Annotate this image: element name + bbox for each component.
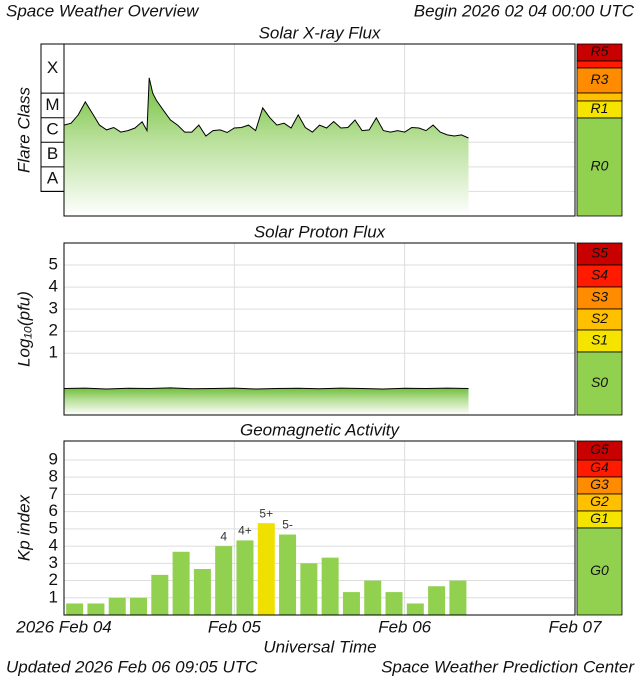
scale-label: S0 — [591, 374, 608, 390]
area — [64, 77, 469, 216]
scale-label: G1 — [590, 510, 609, 526]
scale-label: S2 — [591, 310, 608, 326]
updated: Updated 2026 Feb 06 09:05 UTC — [6, 657, 258, 676]
scale-segment — [576, 117, 623, 217]
bar — [279, 534, 297, 615]
y-tick-label: 9 — [49, 449, 58, 468]
bar — [193, 569, 211, 615]
bar — [300, 563, 318, 615]
scale-label: G4 — [590, 459, 609, 475]
value-label: 5- — [282, 518, 293, 532]
y-tick-label: 5 — [49, 255, 58, 274]
scale-label: G0 — [590, 562, 609, 578]
x-axis-label: Universal Time — [263, 637, 376, 656]
value-label: 4 — [220, 529, 227, 543]
y-tick-label: 2 — [49, 321, 58, 340]
y-tick-label: X — [47, 58, 58, 77]
scale-label: S5 — [591, 245, 608, 261]
y-tick-label: 2 — [49, 570, 58, 589]
scale-segment — [576, 527, 623, 616]
y-tick-label: 8 — [49, 467, 58, 486]
y-axis-label: Flare Class — [14, 87, 33, 173]
plot-frame — [63, 242, 576, 416]
scale-label: G2 — [590, 493, 609, 509]
bar — [342, 592, 360, 615]
y-tick-label: 4 — [49, 277, 58, 296]
panel-title: Solar Proton Flux — [254, 222, 386, 241]
x-tick-label: Feb 07 — [549, 617, 602, 636]
line — [63, 387, 469, 390]
scale-label: R5 — [591, 43, 609, 59]
scale-label: R1 — [591, 100, 609, 116]
scale-segment — [576, 60, 623, 69]
plot-frame — [63, 440, 576, 616]
bar — [428, 586, 446, 615]
bar — [66, 603, 84, 615]
y-tick-label: 7 — [49, 484, 58, 503]
bar — [321, 557, 339, 615]
y-tick-label: C — [46, 119, 58, 138]
bar — [151, 574, 169, 615]
scale-segment — [576, 351, 623, 416]
y-tick-label: A — [47, 169, 59, 188]
scale-label: R0 — [591, 158, 609, 174]
bar — [236, 540, 254, 615]
y-tick-label: 1 — [49, 587, 58, 606]
y-tick-label: 4 — [49, 536, 58, 555]
y-axis-label: Kp index — [14, 494, 33, 561]
x-tick-label: 2026 Feb 04 — [15, 617, 111, 636]
bar — [108, 597, 126, 615]
y-tick-label: 3 — [49, 299, 58, 318]
line — [63, 77, 469, 139]
scale-label: S3 — [591, 289, 608, 305]
y-tick-label: 6 — [49, 501, 58, 520]
bar — [87, 603, 105, 615]
scale-label: S4 — [591, 267, 608, 283]
credit: Space Weather Prediction Center — [381, 657, 635, 676]
panel-title: Solar X-ray Flux — [259, 23, 381, 42]
x-tick-label: Feb 06 — [378, 617, 431, 636]
begin-time: Begin 2026 02 04 00:00 UTC — [414, 1, 635, 20]
scale-label: G3 — [590, 476, 609, 492]
bar — [257, 523, 275, 615]
bar — [449, 580, 467, 615]
scale-label: S1 — [591, 332, 608, 348]
y-tick-label: M — [45, 95, 59, 114]
y-tick-label: B — [47, 144, 58, 163]
plot-frame — [63, 43, 576, 217]
bar — [364, 580, 382, 615]
scale-label: G5 — [590, 441, 609, 457]
bar — [215, 546, 233, 615]
x-tick-label: Feb 05 — [208, 617, 261, 636]
bar — [172, 551, 190, 615]
value-label: 4+ — [238, 524, 252, 538]
y-tick-label: 5 — [49, 518, 58, 537]
value-label: 5+ — [259, 506, 273, 520]
y-tick-label: 1 — [49, 343, 58, 362]
bar — [406, 603, 424, 615]
panel-title: Geomagnetic Activity — [240, 420, 401, 439]
page-title: Space Weather Overview — [6, 1, 200, 20]
bar — [385, 592, 403, 615]
bar — [130, 597, 148, 615]
y-axis-label: Log₁₀(pfu) — [14, 291, 33, 367]
scale-label: R3 — [591, 71, 609, 87]
y-tick-label: 3 — [49, 553, 58, 572]
area — [64, 387, 469, 415]
